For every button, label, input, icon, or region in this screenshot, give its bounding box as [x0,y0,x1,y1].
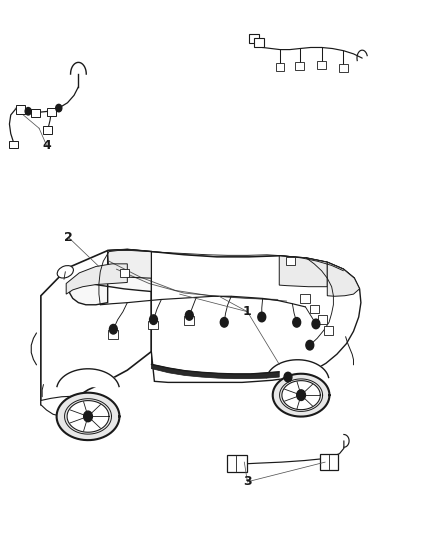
Bar [120,269,130,277]
Text: 2: 2 [64,231,73,244]
Bar [108,330,118,339]
Polygon shape [108,249,151,278]
Polygon shape [267,360,328,377]
Polygon shape [57,393,120,440]
Bar [300,294,310,303]
FancyBboxPatch shape [320,454,338,470]
Polygon shape [67,401,109,432]
Bar [318,316,327,324]
Circle shape [284,372,292,382]
Bar [43,126,52,134]
Text: 3: 3 [243,475,252,488]
Bar [249,34,259,43]
Bar [184,317,194,325]
Bar [47,108,56,116]
Polygon shape [66,264,127,294]
Polygon shape [151,365,279,378]
Text: 1: 1 [243,305,252,318]
Bar [31,109,40,117]
Circle shape [110,325,117,334]
Polygon shape [70,249,354,305]
Circle shape [220,318,228,327]
Polygon shape [41,396,86,416]
Bar [16,106,25,114]
Polygon shape [273,374,329,417]
Bar [10,141,18,148]
Polygon shape [327,262,360,296]
Circle shape [312,319,320,329]
Circle shape [56,104,62,112]
Bar [286,257,295,265]
Circle shape [25,108,31,115]
Circle shape [293,318,300,327]
Polygon shape [279,256,327,287]
FancyBboxPatch shape [227,455,247,472]
Polygon shape [57,369,119,386]
Bar [254,38,265,47]
Polygon shape [41,249,151,406]
Circle shape [150,315,157,325]
Bar [295,62,304,70]
Bar [317,61,326,69]
Circle shape [306,341,314,350]
Circle shape [185,311,193,320]
Ellipse shape [57,265,74,278]
Bar [339,64,348,72]
Bar [148,321,158,329]
Bar [310,305,319,313]
Polygon shape [151,252,361,382]
Circle shape [297,390,305,400]
Text: 4: 4 [42,139,51,152]
Circle shape [84,411,92,422]
Circle shape [258,312,266,322]
Bar [324,326,333,335]
Bar [276,63,285,71]
Polygon shape [282,381,320,410]
